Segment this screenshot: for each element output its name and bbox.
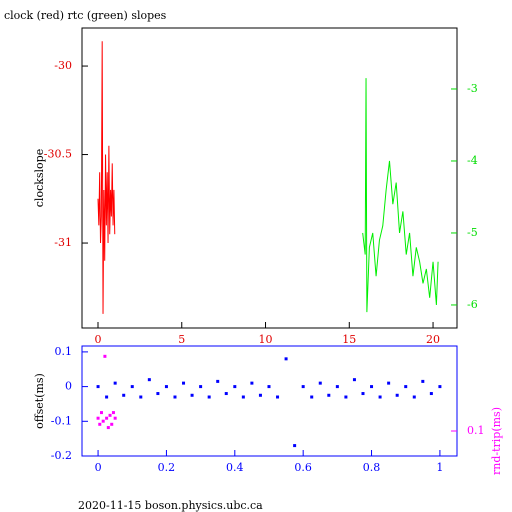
x-tick-label: 5 xyxy=(178,333,185,346)
x-tick-label: 0.8 xyxy=(363,461,381,474)
y-tick-label: -30 xyxy=(54,59,72,72)
y2-axis-label: rnd-trip(ms) xyxy=(490,407,503,475)
chart-title: clock (red) rtc (green) slopes xyxy=(4,9,167,22)
point xyxy=(156,392,160,396)
y-tick-label: -31 xyxy=(54,236,72,249)
point xyxy=(122,393,126,397)
point xyxy=(216,379,220,383)
point xyxy=(301,385,305,389)
line-series xyxy=(97,41,116,314)
x-tick-label: 0.4 xyxy=(226,461,244,474)
point xyxy=(199,385,203,389)
point xyxy=(96,416,100,420)
point xyxy=(429,392,433,396)
x-tick-label: 15 xyxy=(342,333,356,346)
point xyxy=(370,385,374,389)
y-tick-label: 0.1 xyxy=(55,345,73,358)
footer: 2020-11-15 boson.physics.ubc.ca xyxy=(78,499,263,512)
y-axis-label: offset(ms) xyxy=(33,373,46,429)
x-tick-label: 0.2 xyxy=(158,461,176,474)
point xyxy=(267,385,271,389)
point xyxy=(318,381,322,385)
y-tick-label: -30.5 xyxy=(44,148,72,161)
point xyxy=(207,395,211,399)
point xyxy=(378,395,382,399)
point xyxy=(250,381,254,385)
x-tick-label: 1 xyxy=(436,461,443,474)
point xyxy=(96,385,100,389)
x-tick-label: 20 xyxy=(426,333,440,346)
y2-tick-label: -3 xyxy=(467,82,478,95)
point xyxy=(103,354,107,358)
point xyxy=(190,393,194,397)
point xyxy=(276,395,280,399)
point xyxy=(101,419,105,423)
point xyxy=(404,385,408,389)
point xyxy=(438,385,442,389)
point xyxy=(182,381,186,385)
point xyxy=(387,381,391,385)
point xyxy=(105,416,109,420)
point xyxy=(344,395,348,399)
y-tick-label: -0.1 xyxy=(51,414,72,427)
point xyxy=(412,395,416,399)
point xyxy=(241,395,245,399)
point xyxy=(284,357,288,361)
point xyxy=(130,385,134,389)
point xyxy=(258,393,262,397)
point xyxy=(335,385,339,389)
point xyxy=(173,395,177,399)
plot-frame xyxy=(81,345,458,457)
point xyxy=(99,411,103,415)
point xyxy=(233,385,237,389)
x-tick-label: 0 xyxy=(95,461,102,474)
y2-tick-label: -5 xyxy=(467,226,478,239)
point xyxy=(293,444,297,448)
point xyxy=(147,378,151,382)
point xyxy=(421,379,425,383)
point xyxy=(361,392,365,396)
point xyxy=(164,385,168,389)
point xyxy=(108,413,112,417)
y2-tick-label: 0.1 xyxy=(467,424,485,437)
plot-frame xyxy=(81,27,458,329)
point xyxy=(224,392,228,396)
point xyxy=(106,426,110,430)
y-axis-label: clockslope xyxy=(33,149,46,207)
point xyxy=(310,395,314,399)
point xyxy=(98,422,102,426)
x-tick-label: 10 xyxy=(259,333,273,346)
y-tick-label: 0 xyxy=(65,380,72,393)
point xyxy=(139,395,143,399)
y2-tick-label: -6 xyxy=(467,298,478,311)
point xyxy=(327,393,331,397)
point xyxy=(352,378,356,382)
point xyxy=(105,395,109,399)
line-series xyxy=(362,78,439,313)
point xyxy=(111,411,115,415)
y2-tick-label: -4 xyxy=(467,154,478,167)
point xyxy=(113,381,117,385)
point xyxy=(395,393,399,397)
point xyxy=(113,416,117,420)
point xyxy=(110,422,114,426)
x-tick-label: 0 xyxy=(94,333,101,346)
x-tick-label: 0.6 xyxy=(294,461,312,474)
y-tick-label: -0.2 xyxy=(51,449,72,462)
